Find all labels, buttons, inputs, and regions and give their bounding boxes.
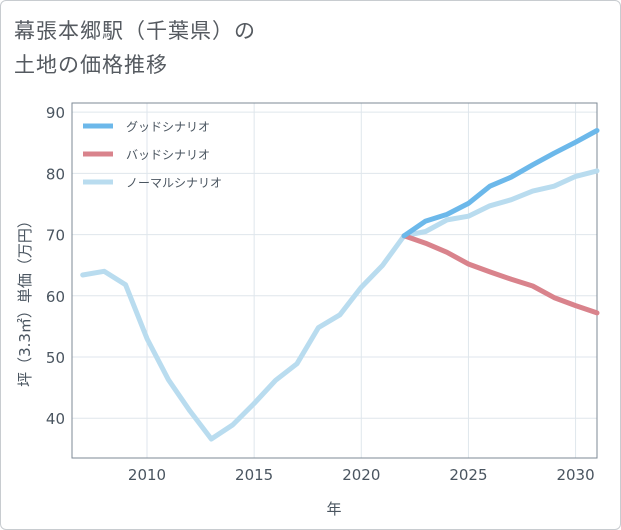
series-lines	[80, 128, 600, 442]
series-line-0	[401, 128, 600, 239]
x-tick-label: 2020	[342, 466, 380, 484]
x-tick-label: 2030	[556, 466, 594, 484]
grid-lines	[72, 103, 597, 458]
x-axis-label: 年	[326, 500, 341, 518]
y-tick-label: 70	[46, 227, 65, 245]
y-axis-label: 坪（3.3㎡）単価（万円）	[16, 213, 34, 387]
plot-border	[71, 102, 598, 459]
x-tick-label: 2010	[128, 466, 166, 484]
series-line-2	[80, 168, 600, 442]
x-tick-label: 2015	[235, 466, 273, 484]
chart-title: 幕張本郷駅（千葉県）の 土地の価格推移	[14, 14, 256, 82]
legend-label-0: グッドシナリオ	[126, 120, 210, 134]
y-tick-label: 80	[46, 165, 65, 183]
y-tick-label: 40	[46, 410, 65, 428]
y-tick-label: 60	[46, 288, 65, 306]
legend-label-1: バッドシナリオ	[126, 148, 210, 162]
chart-title-line-2: 土地の価格推移	[14, 53, 168, 77]
chart-title-line-1: 幕張本郷駅（千葉県）の	[14, 19, 256, 43]
axis-ticks: 2010 2015 2020 2025 2030 40 50 60 70 80 90	[46, 104, 595, 484]
x-tick-label: 2025	[449, 466, 487, 484]
y-tick-label: 90	[46, 104, 65, 122]
series-line-1	[401, 233, 600, 316]
legend-label-2: ノーマルシナリオ	[126, 176, 222, 190]
y-tick-label: 50	[46, 349, 65, 367]
